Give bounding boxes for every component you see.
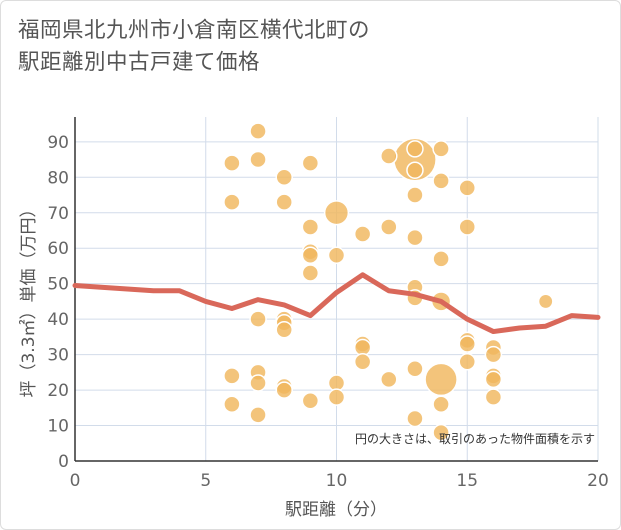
- data-bubble: [406, 140, 424, 158]
- y-axis-label: 坪（3.3㎡）単価（万円）: [19, 200, 39, 397]
- data-bubble: [353, 352, 372, 371]
- y-tick-label: 70: [47, 204, 69, 224]
- data-bubble: [249, 406, 267, 424]
- y-tick-label: 60: [47, 239, 69, 259]
- data-bubble: [484, 370, 503, 389]
- data-bubble: [223, 193, 241, 211]
- data-bubble: [249, 374, 267, 392]
- chart-title-line-2: 駅距離別中古戸建て価格: [18, 50, 261, 75]
- data-bubble: [275, 321, 293, 339]
- y-tick-label: 90: [47, 133, 69, 153]
- data-bubble: [301, 154, 320, 172]
- data-bubble: [458, 179, 476, 197]
- chart-title-line-1: 福岡県北九州市小倉南区横代北町の: [18, 18, 371, 43]
- data-bubble: [249, 122, 267, 140]
- bubble-size-note: 円の大きさは、取引のあった物件面積を示す: [355, 431, 595, 446]
- data-bubble: [424, 362, 458, 397]
- x-tick-label: 10: [326, 471, 348, 491]
- data-bubble: [380, 370, 398, 389]
- x-tick-label: 5: [200, 471, 211, 491]
- x-axis-label: 駅距離（分）: [285, 500, 387, 520]
- data-bubble: [406, 228, 424, 247]
- data-bubble: [432, 172, 450, 190]
- data-bubble: [458, 218, 476, 236]
- data-bubble: [275, 381, 293, 399]
- data-bubble: [223, 154, 241, 172]
- y-tick-label: 50: [47, 275, 69, 295]
- data-bubble: [353, 225, 372, 243]
- data-bubble: [406, 409, 424, 428]
- data-bubble: [432, 423, 450, 442]
- data-bubble: [406, 186, 424, 204]
- data-bubble: [249, 310, 267, 328]
- x-tick-labels: 0 5 10 15 20: [70, 471, 609, 491]
- bubble-series: [223, 122, 554, 442]
- grid-lines: [74, 117, 599, 462]
- y-tick-label: 0: [58, 452, 69, 472]
- data-bubble: [458, 335, 476, 353]
- data-bubble: [380, 218, 398, 236]
- data-bubble: [484, 345, 503, 364]
- data-bubble: [432, 140, 450, 158]
- y-tick-label: 40: [47, 310, 69, 330]
- x-tick-label: 15: [456, 471, 478, 491]
- data-bubble: [327, 246, 346, 265]
- y-tick-label: 80: [47, 168, 69, 188]
- data-bubble: [301, 218, 320, 236]
- data-bubble: [537, 293, 554, 310]
- data-bubble: [275, 193, 293, 211]
- data-bubble: [380, 147, 398, 165]
- data-bubble: [223, 395, 241, 414]
- data-bubble: [432, 250, 450, 268]
- data-bubble: [323, 200, 350, 226]
- trend-line: [72, 272, 601, 335]
- data-bubble: [327, 388, 346, 406]
- data-bubble: [406, 360, 424, 378]
- data-bubble: [432, 395, 450, 414]
- data-bubble: [301, 264, 320, 282]
- data-bubble: [275, 168, 293, 187]
- data-bubble: [249, 150, 267, 169]
- data-bubble: [406, 161, 424, 179]
- x-tick-label: 20: [587, 471, 609, 491]
- data-bubble: [301, 246, 320, 265]
- x-tick-label: 0: [70, 471, 81, 491]
- y-tick-label: 30: [47, 346, 69, 366]
- y-tick-label: 20: [47, 381, 69, 401]
- data-bubble: [484, 388, 503, 406]
- data-bubble: [301, 391, 320, 410]
- data-bubble: [458, 352, 476, 371]
- data-bubble: [223, 367, 241, 385]
- chart-title: 福岡県北九州市小倉南区横代北町の 駅距離別中古戸建て価格: [18, 15, 578, 79]
- y-tick-label: 10: [47, 417, 69, 437]
- y-tick-labels: 0 10 20 30 40 50 60 70 80 90: [47, 133, 69, 472]
